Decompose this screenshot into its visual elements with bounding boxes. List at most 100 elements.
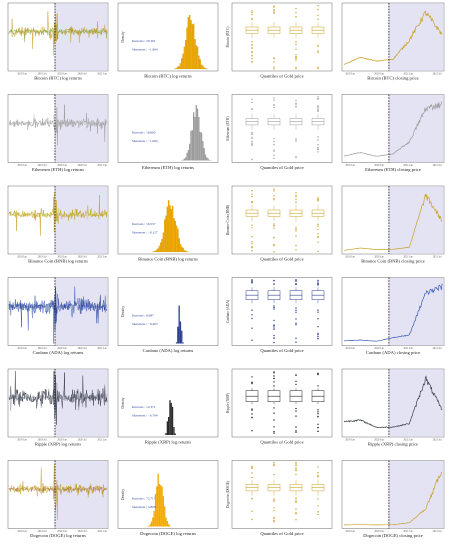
- boxplot-outlier: [273, 283, 275, 285]
- boxplot-outlier: [317, 51, 319, 53]
- histogram-panel: Kurtosis : 16.537 Skewness : −0.127 Binanc…: [117, 185, 219, 262]
- returns-x-tick-label: 2020 Jul: [78, 530, 87, 533]
- boxplot-outlier: [273, 68, 275, 70]
- kurtosis-label: Kurtosis : 20.361: [132, 39, 156, 43]
- boxplot-outlier: [273, 104, 275, 107]
- boxplot-outlier: [317, 50, 319, 52]
- boxplot-outlier: [251, 241, 253, 243]
- boxplot-outlier: [317, 228, 319, 231]
- boxplot-outlier: [251, 413, 253, 415]
- boxplot-outlier: [295, 469, 297, 472]
- boxplot-outlier: [295, 341, 297, 343]
- boxplot-outlier: [317, 471, 319, 474]
- returns-panel: 2019 Jan 2019 Jul 2020 Jan 2020 Jul 2021 Jan…: [7, 277, 109, 355]
- boxplot-outlier: [295, 43, 297, 46]
- returns-panel: 2019 Jan 2019 Jul 2020 Jan 2020 Jul 2021 Jan…: [7, 460, 109, 538]
- price-title: Ripple (XRP) closing price: [368, 442, 418, 447]
- returns-title: Ripple (XRP) log returns: [35, 442, 82, 447]
- boxplot-outlier: [317, 309, 319, 311]
- boxplot-outlier: [251, 44, 253, 46]
- boxplot-outlier: [295, 138, 297, 140]
- histogram-y-label: Density: [121, 397, 125, 408]
- boxplot-outlier: [273, 138, 275, 140]
- boxplot-y-label: Binance Coin (BNB): [226, 204, 230, 235]
- histogram-bar: [157, 248, 159, 253]
- boxplot-outlier: [295, 431, 297, 433]
- price-x-tick-label: 2020 Jan: [374, 439, 384, 442]
- price-x-tick-label: 2021 Jul: [433, 530, 442, 533]
- boxplot-panel: Ethereum (ETH) Quantiles of Gold price: [226, 94, 333, 170]
- boxplot-outlier: [273, 5, 275, 7]
- boxplot-outlier: [251, 196, 253, 198]
- boxplot-outlier: [273, 521, 275, 523]
- boxplot-outlier: [317, 282, 319, 285]
- histogram-bar: [174, 220, 176, 253]
- boxplot-outlier: [317, 423, 319, 425]
- boxplot-title: Quantiles of Gold price: [260, 74, 303, 79]
- boxplot-outlier: [295, 279, 297, 281]
- boxplot-outlier: [317, 511, 319, 513]
- histogram-bar: [182, 159, 184, 161]
- returns-title: Binance Coin (BNB) log returns: [28, 259, 88, 264]
- boxplot-outlier: [295, 318, 297, 320]
- boxplot-outlier: [295, 192, 297, 194]
- boxplot-panel: Ripple (XRP) Quantiles of Gold price: [226, 368, 333, 445]
- boxplot-outlier: [295, 309, 297, 312]
- boxplot-outlier: [295, 41, 297, 43]
- histogram-bar: [186, 251, 188, 253]
- boxplot-outlier: [273, 341, 275, 344]
- returns-x-tick-label: 2019 Jul: [38, 256, 47, 259]
- price-panel: 2019 Jan 2020 Jan 2021 Jan 2021 Jul Dogecoin…: [341, 460, 445, 538]
- boxplot-y-label: Bitcoin (BTC): [226, 26, 230, 48]
- boxplot-outlier: [251, 279, 253, 281]
- boxplot-outlier: [317, 476, 319, 478]
- histogram-bar: [203, 67, 205, 70]
- boxplot-outlier: [273, 6, 275, 8]
- boxplot-outlier: [251, 317, 253, 320]
- price-panel: 2019 Jan 2020 Jan 2021 Jan 2021 Jul Bitcoin …: [341, 2, 445, 81]
- boxplot-panel: Binance Coin (BNB) Quantiles of Gold pric…: [226, 185, 333, 262]
- boxplot-outlier: [317, 413, 319, 415]
- returns-panel: 2019 Jan 2019 Jul 2020 Jan 2020 Jul 2021 Jan…: [7, 94, 109, 172]
- skewness-label: Skewness : −0.127: [132, 231, 158, 235]
- price-x-tick-label: 2021 Jan: [403, 256, 413, 259]
- boxplot-outlier: [295, 467, 297, 469]
- histogram-bar: [186, 27, 188, 70]
- price-title: Binance Coin (BNB) closing price: [361, 259, 425, 264]
- histogram-bar: [185, 250, 187, 253]
- histogram-bar: [193, 112, 195, 161]
- histogram-bar: [195, 105, 197, 161]
- returns-x-tick-label: 2019 Jan: [17, 439, 27, 442]
- histogram-bar: [173, 218, 175, 253]
- boxplot-outlier: [251, 189, 253, 192]
- boxplot-y-label: Cardano (ADA): [226, 299, 230, 323]
- boxplot-outlier: [295, 415, 297, 417]
- boxplot-outlier: [317, 151, 319, 153]
- boxplot-outlier: [273, 324, 275, 326]
- boxplot-outlier: [317, 280, 319, 282]
- returns-title: Dogecoin (DOGE) log returns: [30, 533, 86, 538]
- histogram-bar: [153, 251, 155, 253]
- boxplot-outlier: [273, 223, 275, 225]
- histogram-bar: [162, 496, 165, 527]
- price-x-tick-label: 2021 Jul: [433, 164, 442, 167]
- boxplot-outlier: [295, 57, 297, 60]
- boxplot-outlier: [273, 375, 275, 377]
- boxplot-outlier: [251, 327, 253, 329]
- histogram-bar: [194, 117, 196, 161]
- returns-panel: 2019 Jan 2019 Jul 2020 Jan 2020 Jul 2021 Jan…: [7, 185, 109, 264]
- boxplot-outlier: [273, 464, 275, 467]
- price-x-tick-label: 2020 Jan: [374, 164, 384, 167]
- histogram-panel: Density Kurtosis : 20.361 Skewness : −1.69…: [117, 2, 219, 79]
- returns-x-tick-label: 2019 Jan: [17, 530, 27, 533]
- boxplot-outlier: [295, 227, 297, 229]
- boxplot-outlier: [295, 54, 297, 56]
- boxplot-outlier: [317, 505, 319, 507]
- boxplot-outlier: [317, 8, 319, 11]
- boxplot-outlier: [295, 410, 297, 412]
- price-x-tick-label: 2019 Jan: [345, 439, 355, 442]
- boxplot-outlier: [273, 143, 275, 146]
- price-x-tick-label: 2021 Jul: [433, 347, 442, 350]
- boxplot-outlier: [295, 12, 297, 14]
- boxplot-outlier: [251, 132, 253, 134]
